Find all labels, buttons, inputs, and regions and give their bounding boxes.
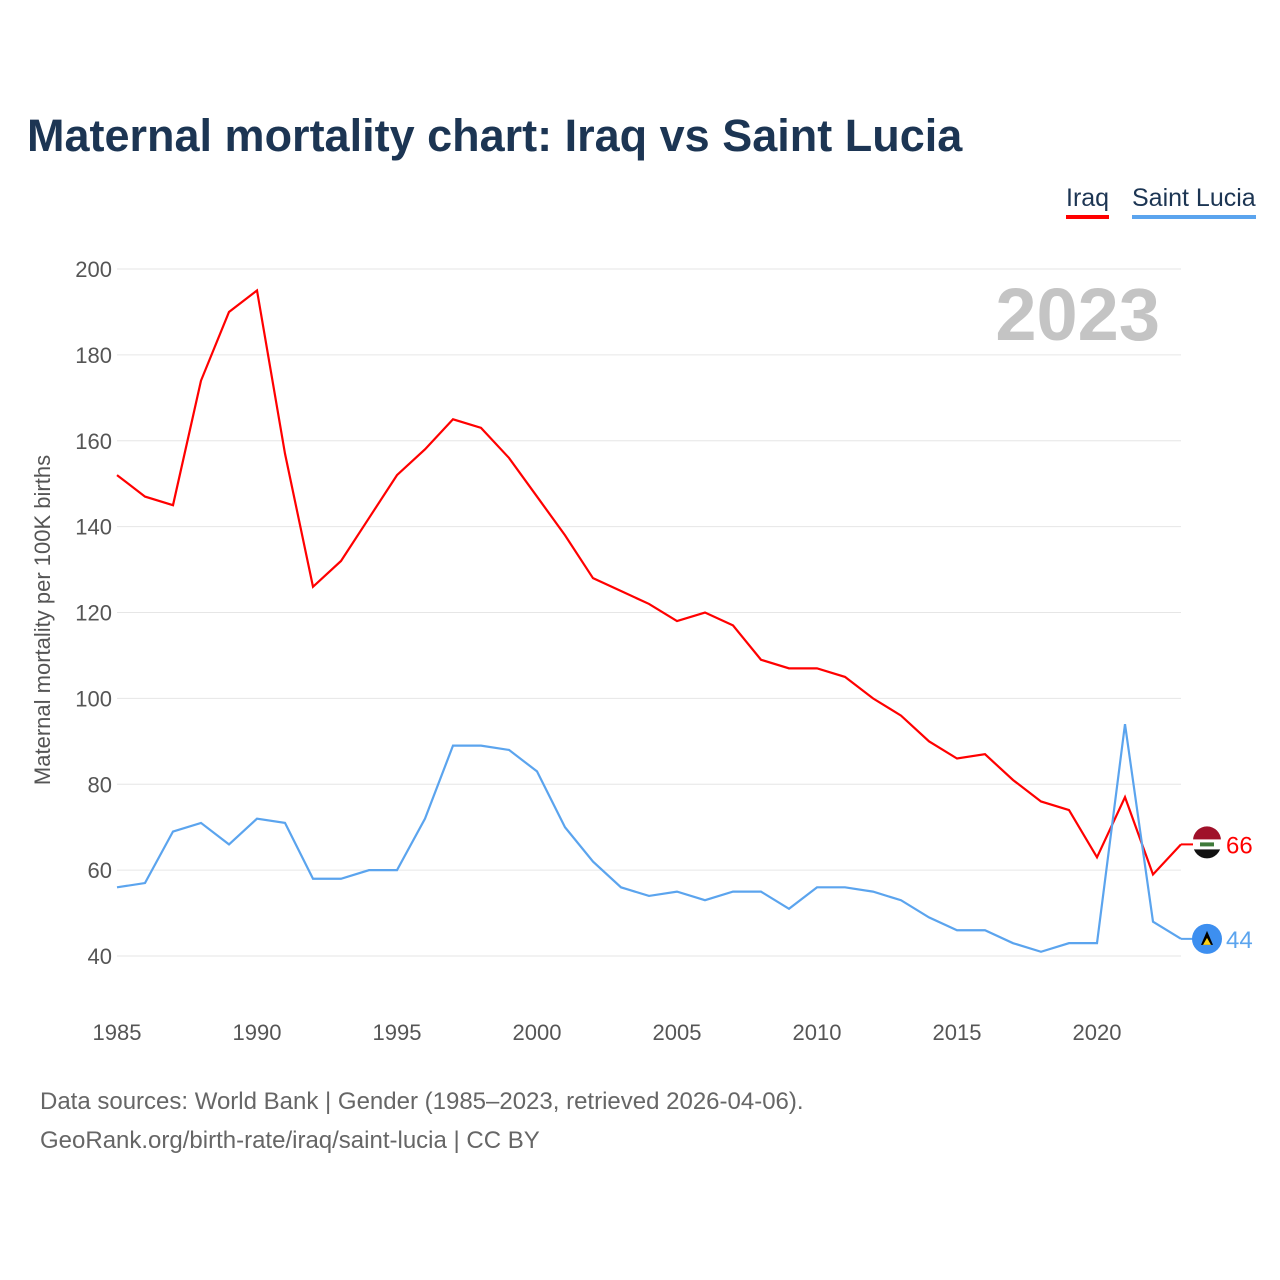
source-link[interactable]: GeoRank.org/birth-rate/iraq/saint-lucia … bbox=[40, 1127, 540, 1154]
end-value-label: 66 bbox=[1226, 832, 1253, 859]
y-tick-label: 40 bbox=[88, 944, 112, 969]
y-tick-label: 200 bbox=[75, 257, 112, 282]
x-tick-label: 1990 bbox=[233, 1020, 282, 1045]
y-tick-label: 120 bbox=[75, 601, 112, 626]
x-tick-label: 2010 bbox=[793, 1020, 842, 1045]
x-tick-label: 2015 bbox=[933, 1020, 982, 1045]
iraq-flag-red bbox=[1193, 826, 1221, 841]
legend-iraq[interactable]: Iraq bbox=[1066, 184, 1110, 219]
iraq-flag-script bbox=[1200, 842, 1214, 847]
y-tick-label: 60 bbox=[88, 858, 112, 883]
y-tick-label: 180 bbox=[75, 343, 112, 368]
y-tick-label: 80 bbox=[88, 772, 112, 797]
x-tick-label: 2005 bbox=[653, 1020, 702, 1045]
year-watermark: 2023 bbox=[995, 273, 1160, 356]
y-axis-label: Maternal mortality per 100K births bbox=[30, 455, 55, 785]
x-tick-label: 1995 bbox=[373, 1020, 422, 1045]
series-line-saint-lucia bbox=[116, 724, 1182, 953]
chart-title: Maternal mortality chart: Iraq vs Saint … bbox=[27, 110, 963, 161]
x-tick-label: 1985 bbox=[93, 1020, 142, 1045]
y-tick-label: 140 bbox=[75, 515, 112, 540]
source-note: Data sources: World Bank | Gender (1985–… bbox=[40, 1088, 804, 1115]
y-tick-label: 160 bbox=[75, 429, 112, 454]
y-tick-label: 100 bbox=[75, 686, 112, 711]
x-tick-label: 2000 bbox=[513, 1020, 562, 1045]
legend-saint-lucia[interactable]: Saint Lucia bbox=[1132, 184, 1256, 219]
x-tick-label: 2020 bbox=[1073, 1020, 1122, 1045]
series-line-iraq bbox=[116, 288, 1182, 877]
saint-lucia-flag-gold bbox=[1203, 937, 1211, 945]
end-value-label: 44 bbox=[1226, 927, 1253, 954]
